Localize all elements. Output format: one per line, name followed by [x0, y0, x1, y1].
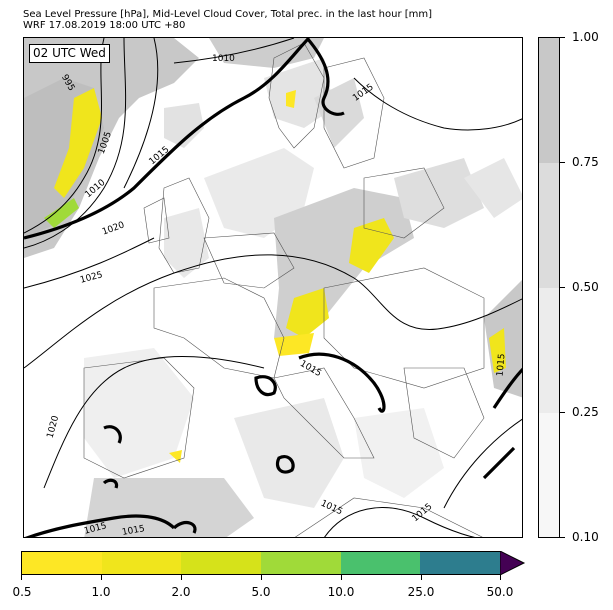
cloud-cover-colorbar — [538, 37, 560, 538]
chart-title-line-1: Sea Level Pressure [hPa], Mid-Level Clou… — [23, 9, 433, 20]
prec-bar-tick-label: 50.0 — [486, 585, 514, 599]
coastlines — [83, 42, 485, 537]
map-panel: 1010 995 1005 1010 1015 1015 1020 1025 1… — [23, 37, 523, 538]
cloud-bar-tick-label: 0.10 — [572, 530, 599, 544]
cloud-bar-segment — [539, 288, 559, 413]
prec-bar-extend-arrow — [500, 551, 526, 575]
prec-bar-segment — [261, 552, 341, 574]
prec-bar-segment — [340, 552, 421, 574]
cloud-bar-segment — [539, 163, 559, 288]
cloud-bar-tick-label: 0.75 — [572, 155, 599, 169]
isobar-1015-bold — [24, 38, 522, 537]
prec-bar-segment — [420, 552, 501, 574]
cloud-bar-tick — [560, 162, 565, 163]
prec-bar-tick — [341, 575, 342, 580]
prec-bar-tick-label: 2.0 — [171, 585, 191, 599]
prec-bar-tick-label: 0.5 — [12, 585, 32, 599]
chart-title-line-2: WRF 17.08.2019 18:00 UTC +80 — [23, 20, 186, 31]
cloud-bar-tick-label: 0.50 — [572, 280, 599, 294]
isobar-label: 1010 — [212, 54, 235, 64]
forecast-time-badge: 02 UTC Wed — [29, 44, 110, 63]
precipitation-shading — [44, 88, 506, 463]
prec-bar-tick — [421, 575, 422, 580]
weather-map — [24, 38, 522, 537]
cloud-bar-tick — [560, 537, 565, 538]
prec-bar-tick-label: 5.0 — [251, 585, 271, 599]
prec-bar-tick-label: 1.0 — [91, 585, 111, 599]
prec-bar-tick — [181, 575, 182, 580]
isobars — [24, 38, 522, 537]
cloud-bar-tick — [560, 412, 565, 413]
prec-bar-segment — [22, 552, 102, 574]
prec-bar-tick — [261, 575, 262, 580]
isobar-label: 1015 — [495, 353, 508, 377]
prec-bar-tick-label: 10.0 — [327, 585, 355, 599]
cloud-bar-tick-label: 0.25 — [572, 405, 599, 419]
prec-bar-segment — [181, 552, 262, 574]
prec-bar-tick — [500, 575, 501, 580]
prec-bar-tick — [101, 575, 102, 580]
cloud-bar-tick — [560, 287, 565, 288]
prec-bar-segment — [101, 552, 182, 574]
cloud-bar-segment — [539, 38, 559, 163]
prec-bar-tick-label: 25.0 — [407, 585, 435, 599]
cloud-bar-segment — [539, 413, 559, 537]
prec-bar-tick — [21, 575, 22, 580]
precipitation-colorbar — [21, 551, 501, 575]
cloud-bar-tick — [560, 37, 565, 38]
cloud-bar-tick-label: 1.00 — [572, 30, 599, 44]
